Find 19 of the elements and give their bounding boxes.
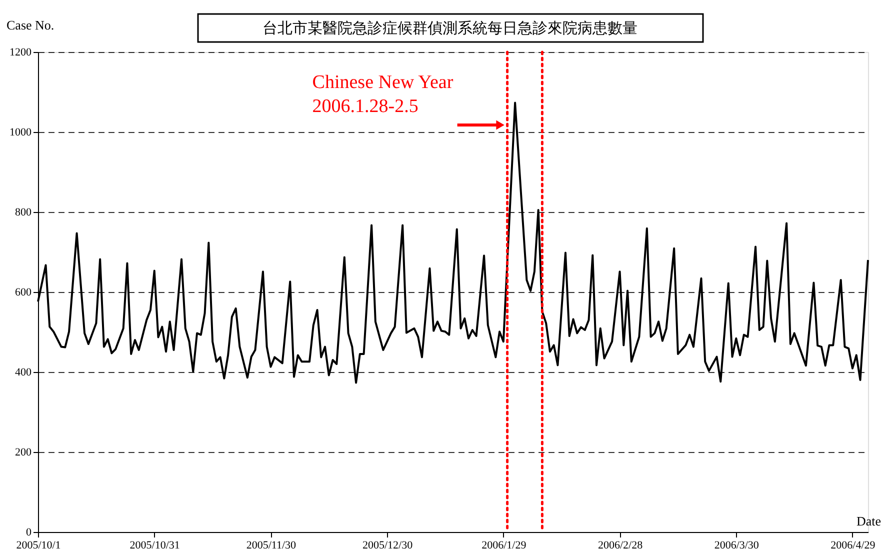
x-tick-label: 2005/10/31 — [130, 540, 180, 552]
y-tick-label: 0 — [26, 526, 32, 538]
y-tick-label: 600 — [15, 286, 32, 298]
annotation: Chinese New Year 2006.1.28-2.5 — [312, 72, 454, 117]
x-tick-label: 2005/11/30 — [246, 540, 297, 552]
y-tick-label: 1200 — [10, 46, 32, 58]
y-axis-title: Case No. — [6, 18, 54, 32]
x-tick-label: 2006/1/29 — [482, 540, 527, 552]
chart-title: 台北市某醫院急診症候群偵測系統每日急診來院病患數量 — [262, 19, 638, 37]
x-tick-label: 2005/10/1 — [16, 540, 61, 552]
y-tick-label: 400 — [15, 366, 32, 378]
x-tick-label: 2006/4/29 — [830, 540, 876, 552]
x-tick-label: 2006/2/28 — [598, 540, 644, 552]
y-tick-label: 1000 — [10, 126, 32, 138]
y-tick-label: 800 — [15, 206, 32, 218]
x-tick-label: 2006/3/30 — [714, 540, 760, 552]
x-axis-title: Date — [856, 514, 882, 528]
x-tick-label: 2005/12/30 — [362, 540, 414, 552]
y-tick-label: 200 — [15, 446, 32, 458]
